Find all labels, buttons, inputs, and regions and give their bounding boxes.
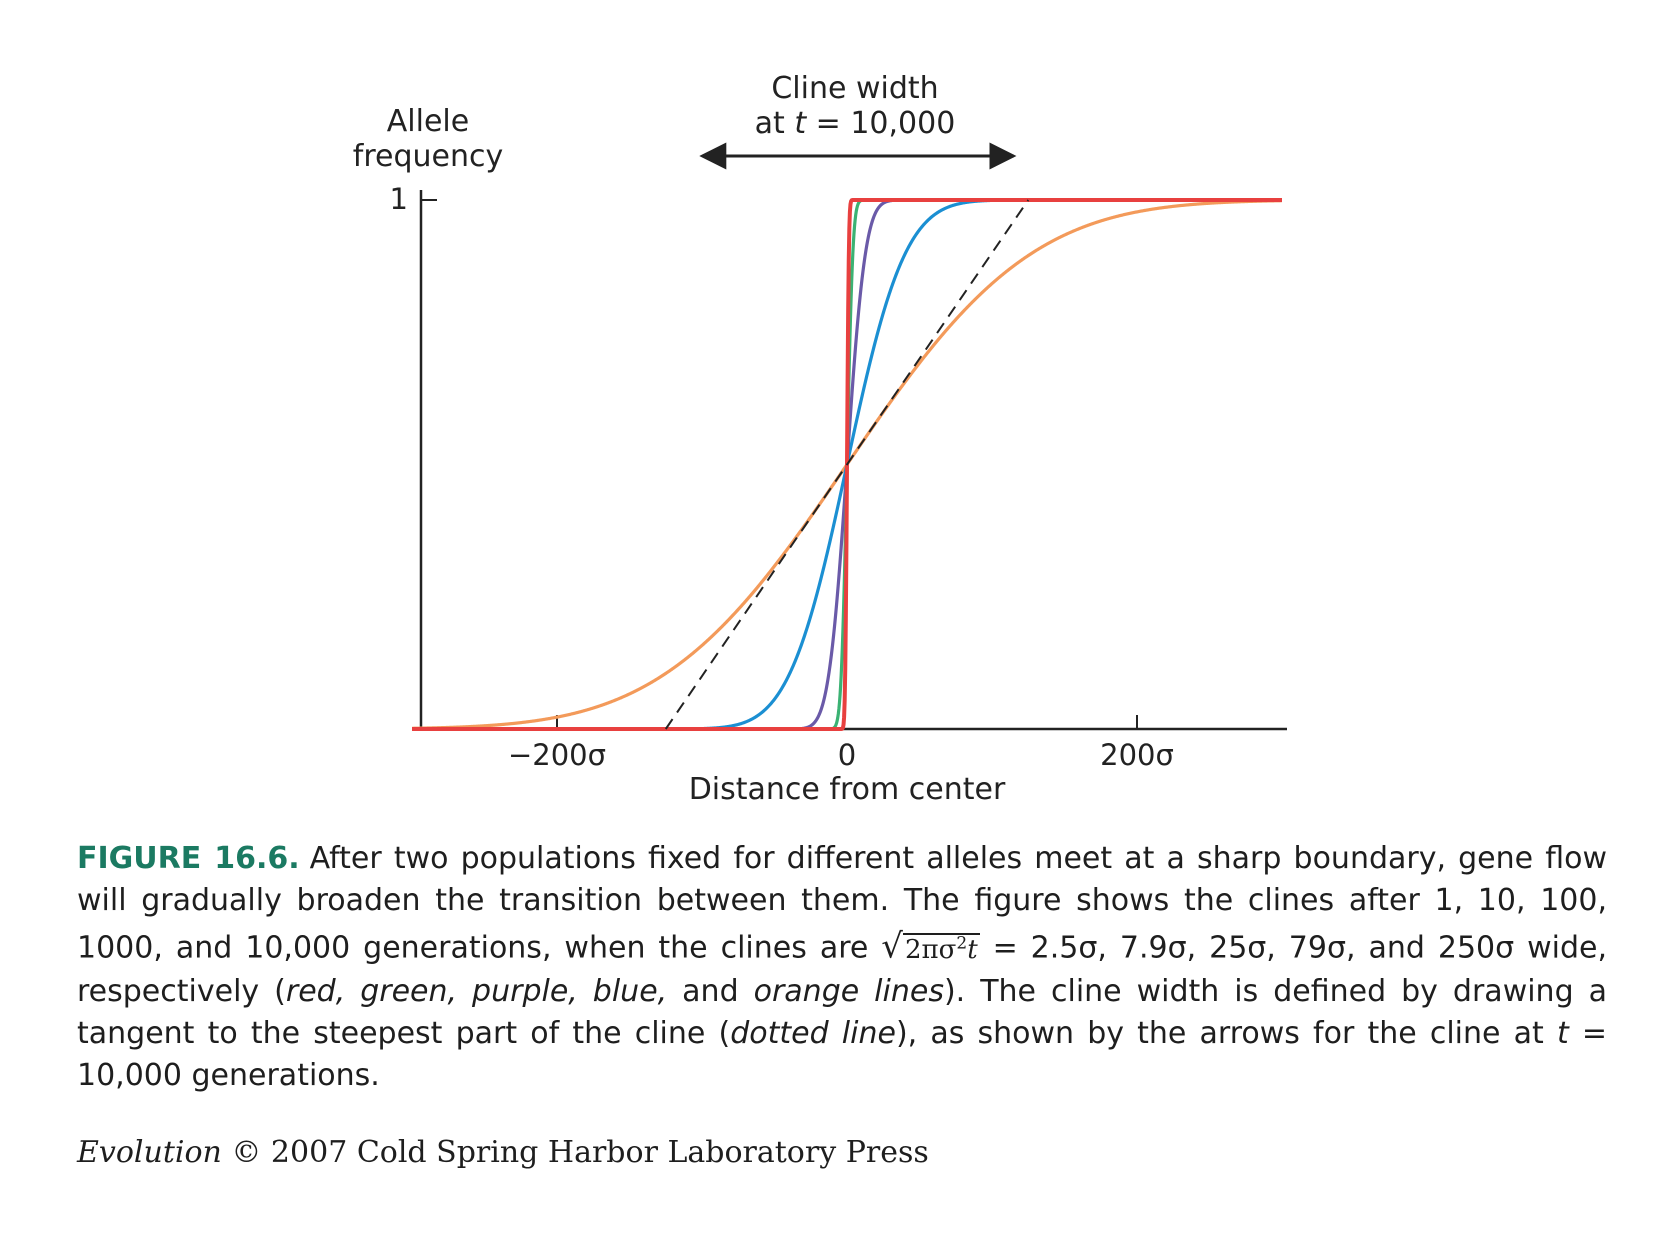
y-tick-label: 1	[390, 182, 408, 216]
credit-text: © 2007 Cold Spring Harbor Laboratory Pre…	[221, 1135, 929, 1170]
x-ticks: −200σ 0 200σ	[508, 715, 1174, 772]
annotation-subtitle-prefix: at	[755, 106, 795, 141]
cline-width-equation: √2πσ2t	[881, 926, 980, 967]
credit-line: Evolution © 2007 Cold Spring Harbor Labo…	[77, 1135, 929, 1170]
caption-text-4: ). The cline width is defined by drawing…	[77, 973, 1607, 1051]
credit-book-title: Evolution	[77, 1135, 222, 1170]
caption-italic-orange: orange lines	[753, 973, 944, 1009]
caption-text-3: and	[667, 973, 754, 1009]
figure-number: FIGURE 16.6.	[77, 841, 300, 876]
equation-radicand: 2πσ	[904, 934, 957, 965]
x-tick-label: 200σ	[1100, 738, 1174, 772]
caption-italic-dotted: dotted line	[730, 1015, 896, 1051]
figure-caption: FIGURE 16.6. After two populations fixed …	[77, 838, 1607, 1097]
caption-text-2: = 2.5σ, 7.9σ, 25σ, 79σ, and 250σ wide, r…	[77, 930, 1607, 1009]
equation-variable: t	[967, 934, 978, 965]
equation-exponent: 2	[956, 933, 968, 953]
caption-italic-t: t	[1556, 1015, 1569, 1051]
caption-italic-colors: red, green, purple, blue,	[285, 973, 668, 1009]
annotation-subtitle-suffix: = 10,000	[806, 106, 955, 141]
annotation-title: Cline width	[771, 71, 938, 106]
y-axis-label-line2: frequency	[353, 139, 503, 174]
caption-text-1: After two populations fixed for differen…	[77, 841, 1607, 966]
cline-chart: Cline width at t = 10,000 Allele frequen…	[353, 71, 1287, 807]
x-tick-label: 0	[838, 738, 856, 772]
cline-curves	[412, 198, 1282, 731]
y-axis-label-line1: Allele	[387, 104, 469, 139]
annotation-subtitle-var: t	[794, 106, 807, 141]
caption-text-6: = 10,000 generations.	[77, 1015, 1607, 1093]
tangent-line	[664, 199, 1030, 730]
x-axis-label: Distance from center	[689, 772, 1006, 807]
x-tick-label: −200σ	[508, 738, 606, 772]
caption-text-5: ), as shown by the arrows for the cline …	[895, 1015, 1557, 1051]
annotation-subtitle: at t = 10,000	[755, 106, 956, 141]
